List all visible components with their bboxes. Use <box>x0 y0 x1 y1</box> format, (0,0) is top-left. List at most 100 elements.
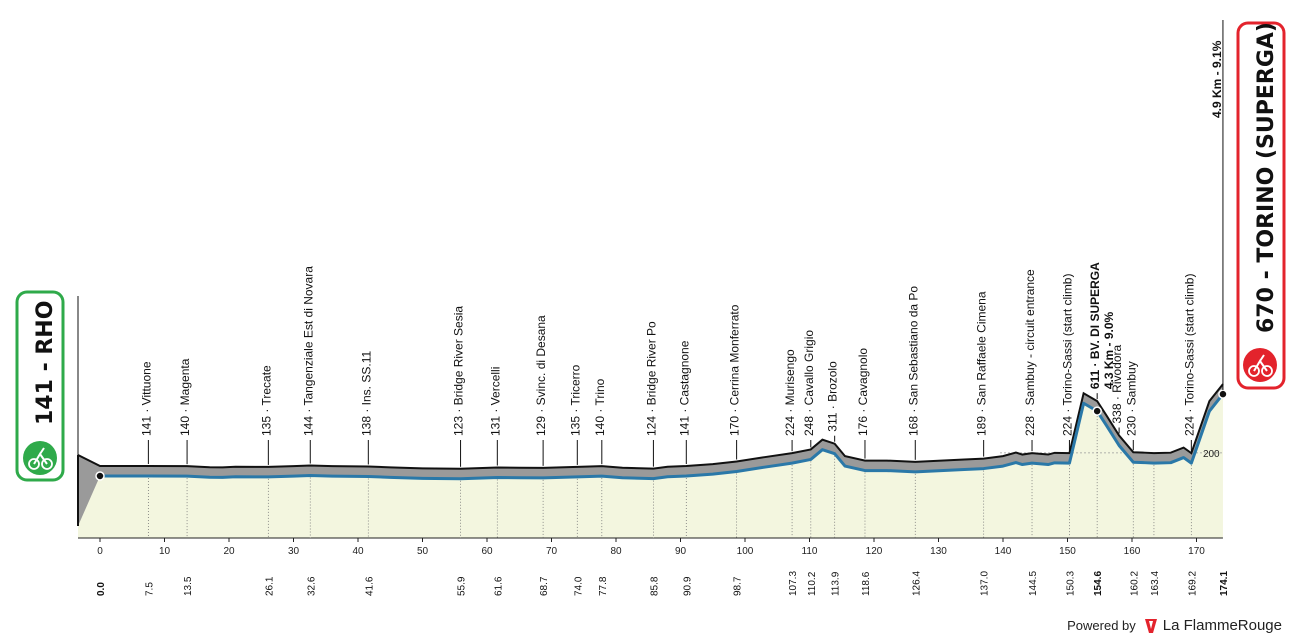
km-marker-label: 137.0 <box>980 571 991 596</box>
start-rider-icon <box>33 447 48 465</box>
waypoint-label: 135 · Tricerro <box>568 364 582 436</box>
km-marker-label: 61.6 <box>493 576 504 596</box>
road-line <box>100 393 1225 481</box>
x-axis: 0 10 20 30 40 50 60 70 80 90 100 110 120 130 140 150 160… <box>97 538 1205 557</box>
waypoint-label: 224 · Murisengo <box>783 349 797 436</box>
waypoint-label: 141 · Vittuone <box>139 361 153 436</box>
km-marker-label: 55.9 <box>457 576 468 596</box>
waypoint-label: 144 · Tangenziale Est di Novara <box>301 266 315 436</box>
waypoint-label: 338 · Rivodora <box>1110 344 1124 423</box>
km-marker-label: 41.6 <box>364 576 375 596</box>
km-marker-label: 90.9 <box>682 576 693 596</box>
waypoint-markers <box>95 389 1228 481</box>
finish-climb-label: 4.9 Km - 9.1% <box>1210 40 1224 118</box>
km-marker-label: 150.3 <box>1065 571 1076 596</box>
km-marker-label: 118.6 <box>861 571 872 596</box>
y-tick-200: 200 <box>1203 449 1220 460</box>
start-badge <box>15 290 65 482</box>
ground-fill <box>78 394 1223 538</box>
waypoint-labels: 141 · Vittuone 140 · Magenta 135 · Trecate… <box>77 20 1224 467</box>
waypoint-label: 123 · Bridge River Sesia <box>452 306 466 436</box>
km-gridlines <box>147 413 1192 538</box>
waypoint-label: 131 · Vercelli <box>488 367 502 436</box>
finish-badge <box>1236 21 1286 390</box>
x-tick-label: 50 <box>417 546 429 557</box>
finish-wheel-icon <box>1261 365 1273 377</box>
x-tick-label: 160 <box>1124 546 1141 557</box>
waypoint-label: 311 · Brozolo <box>826 361 840 432</box>
x-tick-label: 70 <box>546 546 558 557</box>
x-tick-label: 100 <box>737 546 754 557</box>
km-marker-label: 163.4 <box>1150 571 1161 596</box>
km-marker-label: 32.6 <box>306 576 317 596</box>
waypoint-label: 189 · San Raffaele Cimena <box>975 291 989 436</box>
km-marker-label: 68.7 <box>539 576 550 596</box>
km-marker-label: 74.0 <box>573 576 584 596</box>
brand-name: La FlammeRouge <box>1162 617 1282 634</box>
x-tick-label: 0 <box>97 546 103 557</box>
waypoint-sublabel: 4.3 Km - 9.0% <box>1102 311 1116 389</box>
waypoint-label: 224 · Torino-Sassi (start climb) <box>1182 274 1196 437</box>
start-finish-badges: 141 - RHO 670 - TORINO (SUPERGA) <box>15 21 1286 482</box>
waypoint-label: 138 · Ins. SS.11 <box>359 351 373 436</box>
km-marker-label: 13.5 <box>183 576 194 596</box>
km-marker-label: 77.8 <box>598 576 609 596</box>
waypoint-label: 129 · Svinc. di Desana <box>534 315 548 436</box>
finish-wheel-icon <box>1248 365 1260 377</box>
x-tick-label: 120 <box>866 546 883 557</box>
waypoint-label: 141 · Castagnone <box>677 340 691 436</box>
km-marker-label: 0.0 <box>96 582 107 596</box>
superga-dot <box>1092 406 1102 416</box>
km-marker-label: 160.2 <box>1129 571 1140 596</box>
waypoint-label: 611 · BV. DI SUPERGA <box>1088 262 1102 389</box>
km-marker-label: 144.5 <box>1028 571 1039 596</box>
waypoint-label: 140 · Trino <box>593 378 607 436</box>
waypoint-label: 228 · Sambuy - circuit entrance <box>1023 269 1037 436</box>
waypoint-label: 176 · Cavagnolo <box>856 348 870 436</box>
x-tick-label: 130 <box>930 546 947 557</box>
x-tick-label: 110 <box>802 546 818 557</box>
km-marker-labels: 0.0 7.5 13.5 26.1 32.6 41.6 55.9 61.6 68.7 74.0 77… <box>96 571 1230 596</box>
x-tick-label: 60 <box>481 546 493 557</box>
elevation-profile <box>77 383 1225 526</box>
km-marker-label: 174.1 <box>1219 571 1230 596</box>
profile-top-outline <box>77 383 1224 470</box>
km-marker-label: 98.7 <box>733 576 744 596</box>
x-tick-label: 20 <box>223 546 235 557</box>
waypoint-label: 170 · Cerrina Monferrato <box>728 304 742 436</box>
waypoint-label: 248 · Cavallo Grigio <box>802 330 816 436</box>
brand-logo[interactable]: La FlammeRouge <box>1144 617 1282 634</box>
km-marker-label: 113.9 <box>831 571 842 596</box>
km-marker-label: 85.8 <box>649 576 660 596</box>
waypoint-label: 135 · Trecate <box>259 365 273 436</box>
km-marker-label: 126.4 <box>911 571 922 596</box>
waypoint-label: 124 · Bridge River Po <box>644 321 658 436</box>
finish-rider-icon <box>1253 354 1268 372</box>
flame-icon <box>1144 618 1157 633</box>
km-marker-label: 169.2 <box>1187 571 1198 596</box>
start-dot <box>95 471 105 481</box>
waypoint-label: 140 · Magenta <box>178 358 192 436</box>
waypoint-label: 168 · San Sebastiano da Po <box>906 286 920 436</box>
km-marker-label: 26.1 <box>264 576 275 596</box>
x-tick-label: 140 <box>995 546 1012 557</box>
start-wheel-icon <box>41 458 53 470</box>
km-marker-label: 154.6 <box>1093 571 1104 596</box>
km-marker-label: 7.5 <box>144 582 155 596</box>
x-tick-label: 150 <box>1059 546 1076 557</box>
waypoint-label: 224 · Torino-Sassi (start climb) <box>1060 274 1074 437</box>
start-label: 141 - RHO <box>33 301 58 425</box>
x-tick-label: 10 <box>159 546 171 557</box>
x-tick-label: 80 <box>610 546 622 557</box>
x-tick-label: 90 <box>675 546 687 557</box>
start-cyclist-icon <box>23 441 57 475</box>
x-tick-label: 30 <box>288 546 300 557</box>
x-tick-label: 170 <box>1188 546 1205 557</box>
finish-label: 670 - TORINO (SUPERGA) <box>1254 22 1279 333</box>
km-marker-label: 110.2 <box>807 571 818 596</box>
waypoint-label: 230 · Sambuy <box>1124 361 1138 436</box>
km-marker-label: 107.3 <box>788 571 799 596</box>
powered-by-text: Powered by <box>1067 618 1136 633</box>
powered-by-footer: Powered by La FlammeRouge <box>1067 617 1282 634</box>
